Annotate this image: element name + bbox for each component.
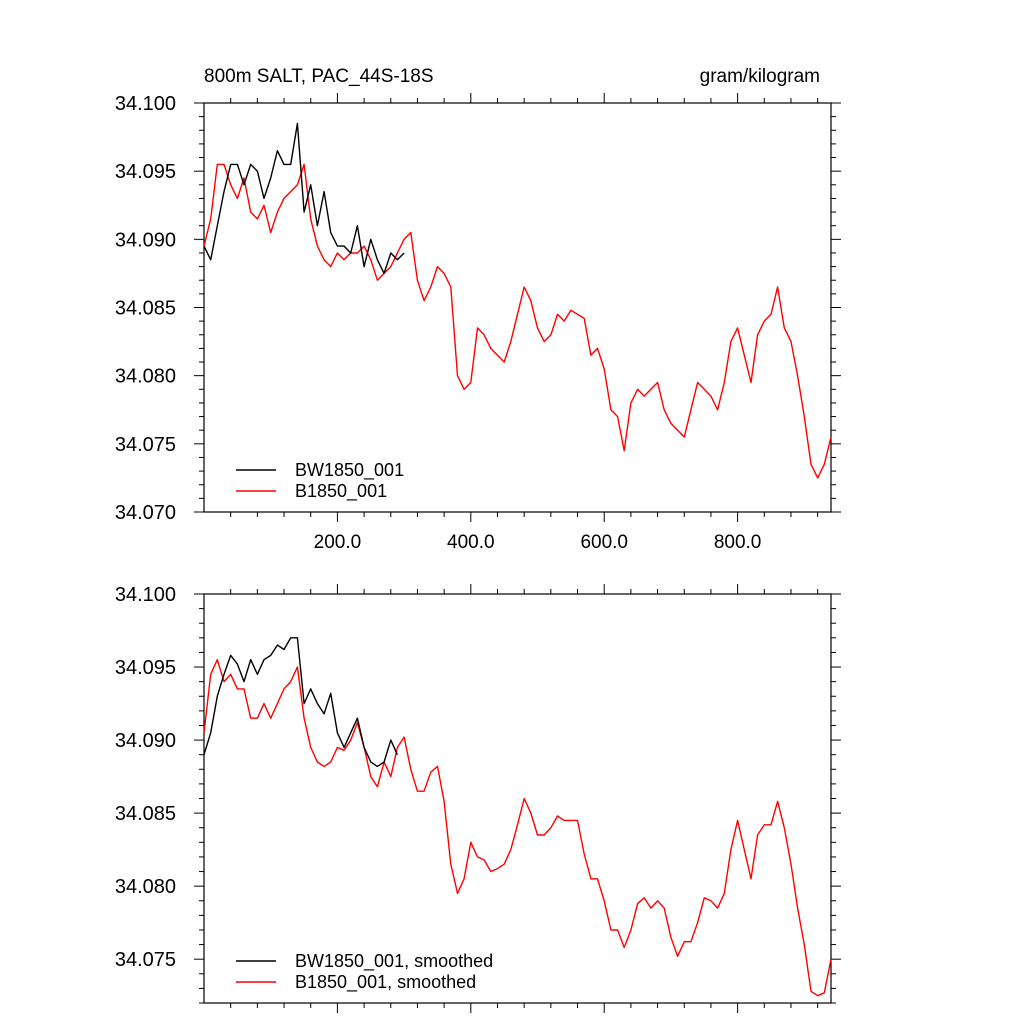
legend-label: BW1850_001, smoothed [295, 951, 493, 972]
tick-group: 200.0 400.0 600.0 800.0 34.070 34.075 34.080 34… [115, 93, 841, 553]
series-lines [203, 637, 832, 997]
x-tick-label: 200.0 [314, 532, 362, 553]
series-line [203, 163, 832, 479]
tick-group: 34.075 34.080 34.085 34.090 34.095 34.100 [115, 584, 841, 1013]
panel-top: 800m SALT, PAC_44S-18S gram/kilogram 200… [115, 66, 841, 553]
x-tick-label: 400.0 [447, 532, 495, 553]
y-tick-label: 34.075 [115, 434, 176, 456]
plot-title: 800m SALT, PAC_44S-18S [204, 66, 434, 87]
y-tick-label: 34.070 [115, 502, 176, 524]
panel-bottom: 34.075 34.080 34.085 34.090 34.095 34.100 BW1… [115, 584, 841, 1013]
units-label: gram/kilogram [700, 66, 820, 87]
y-tick-label: 34.085 [115, 298, 176, 320]
legend-label: B1850_001 [295, 481, 387, 502]
x-tick-label: 800.0 [714, 532, 762, 553]
plot-frame [203, 102, 832, 513]
series-line [203, 122, 405, 275]
series-line [203, 659, 832, 997]
series-lines [203, 122, 832, 479]
series-line [203, 637, 399, 768]
y-tick-label: 34.095 [115, 657, 176, 679]
y-tick-label: 34.095 [115, 161, 176, 183]
y-tick-label: 34.080 [115, 366, 176, 388]
y-tick-label: 34.085 [115, 803, 176, 825]
y-tick-label: 34.090 [115, 229, 176, 251]
x-tick-label: 600.0 [580, 532, 628, 553]
legend-label: B1850_001, smoothed [295, 972, 476, 993]
y-tick-label: 34.100 [115, 584, 176, 606]
legend-label: BW1850_001 [295, 460, 404, 481]
plot-frame [203, 593, 832, 1004]
y-tick-label: 34.075 [115, 949, 176, 971]
y-tick-label: 34.080 [115, 876, 176, 898]
y-tick-label: 34.100 [115, 93, 176, 115]
y-tick-label: 34.090 [115, 730, 176, 752]
